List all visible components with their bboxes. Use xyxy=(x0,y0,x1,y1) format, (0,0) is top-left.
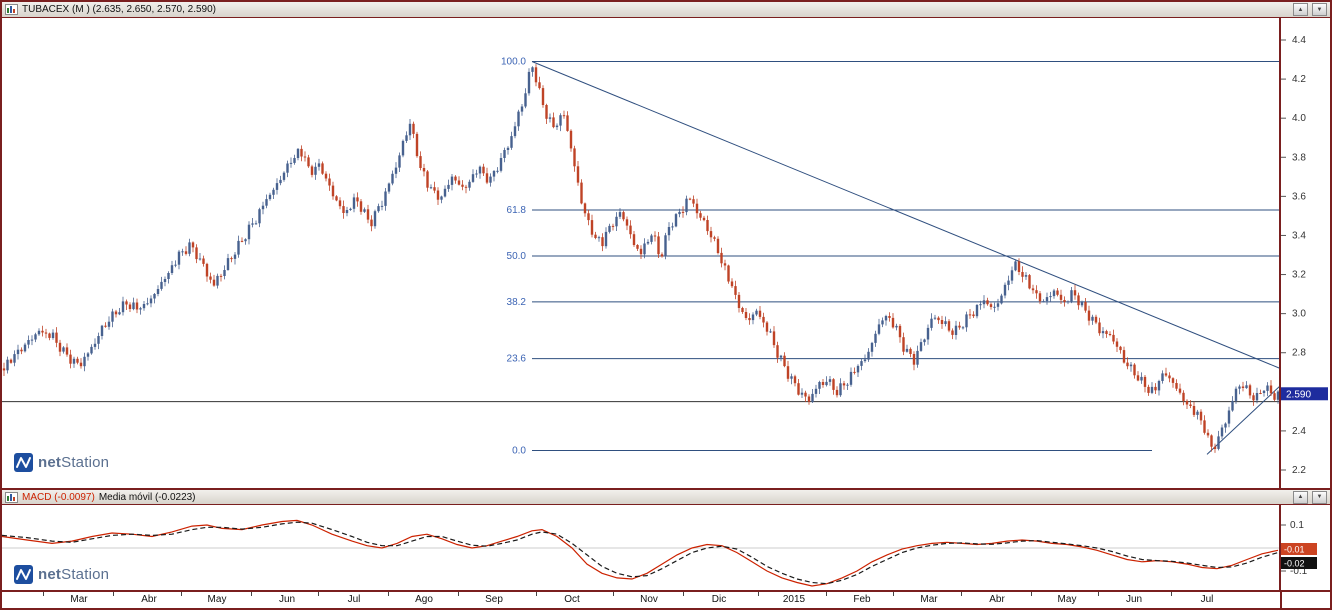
x-axis-tick xyxy=(1098,592,1099,596)
trendline xyxy=(531,61,1281,369)
x-axis-month-label: Abr xyxy=(141,594,157,605)
axis-separator xyxy=(1280,592,1282,608)
x-axis-month-label: Nov xyxy=(640,594,658,605)
x-axis-tick xyxy=(1031,592,1032,596)
macd-chart-area[interactable]: 0.10.0-0.1-0.01-0.02 netStation xyxy=(2,505,1330,590)
price-tick-label: 4.4 xyxy=(1292,35,1306,46)
price-tick-label: 3.8 xyxy=(1292,152,1306,163)
x-axis-tick xyxy=(113,592,114,596)
price-tick-label: 4.2 xyxy=(1292,74,1306,85)
panel-scroll-up-button[interactable]: ▲ xyxy=(1293,3,1308,16)
fib-level-label: 50.0 xyxy=(507,251,527,262)
price-tick-label: 3.4 xyxy=(1292,230,1306,241)
x-axis-month-label: Jul xyxy=(347,594,361,605)
x-axis-month-label: Oct xyxy=(564,594,580,605)
fib-level-label: 100.0 xyxy=(501,57,526,68)
x-axis-month-label: Abr xyxy=(989,594,1005,605)
media-movil-title: Media móvil (-0.0223) xyxy=(98,491,196,503)
x-axis-month-label: May xyxy=(207,594,227,605)
x-axis-tick xyxy=(1171,592,1172,596)
fib-level-label: 61.8 xyxy=(507,205,527,216)
x-axis-month-label: Mar xyxy=(920,594,938,605)
x-axis-tick xyxy=(758,592,759,596)
chart-icon xyxy=(5,491,18,503)
price-tick-label: 3.6 xyxy=(1292,191,1306,202)
fib-retracement: 100.0 61.8 50.0 38.2 23.6 0.0 xyxy=(501,57,1280,457)
price-chart[interactable]: 100.0 61.8 50.0 38.2 23.6 0.0 4.4 4.2 4.0 3.8 3.6 3… xyxy=(2,18,1330,488)
price-panel-title: TUBACEX (M ) (2.635, 2.650, 2.570, 2.590… xyxy=(22,4,216,15)
x-axis-month-label: Dic xyxy=(711,594,727,605)
macd-line xyxy=(2,519,1279,587)
price-tick-label: 3.2 xyxy=(1292,270,1306,281)
x-axis-month-label: May xyxy=(1057,594,1077,605)
x-axis-tick xyxy=(43,592,44,596)
macd-value-badge: -0.01 xyxy=(1281,543,1317,555)
x-axis-month-label: Jul xyxy=(1200,594,1214,605)
price-panel: TUBACEX (M ) (2.635, 2.650, 2.570, 2.590… xyxy=(2,2,1330,490)
price-tick-label: 2.2 xyxy=(1292,465,1306,476)
x-axis-month-label: Ago xyxy=(415,594,433,605)
x-axis-tick xyxy=(458,592,459,596)
x-axis-month-label: Feb xyxy=(853,594,871,605)
macd-panel-titlebar[interactable]: MACD (-0.0097) Media móvil (-0.0223) ▲ ▼ xyxy=(2,490,1330,505)
macd-value-badge: -0.02 xyxy=(1281,557,1317,569)
x-axis-tick xyxy=(181,592,182,596)
fib-level-label: 38.2 xyxy=(507,297,527,308)
price-tick-label: 2.8 xyxy=(1292,348,1306,359)
x-axis-tick xyxy=(893,592,894,596)
price-chart-area[interactable]: 100.0 61.8 50.0 38.2 23.6 0.0 4.4 4.2 4.0 3.8 3.6 3… xyxy=(2,18,1330,488)
last-price-badge: 2.590 xyxy=(1281,387,1328,401)
x-axis-month-label: Jun xyxy=(1125,594,1143,605)
x-axis-tick xyxy=(961,592,962,596)
macd-tick-label: 0.1 xyxy=(1290,520,1304,531)
chart-icon xyxy=(5,4,18,15)
panel-scroll-down-button[interactable]: ▼ xyxy=(1312,3,1327,16)
x-axis-month-label: 2015 xyxy=(782,594,806,605)
x-axis-tick xyxy=(536,592,537,596)
x-axis-tick xyxy=(318,592,319,596)
panel-scroll-down-button[interactable]: ▼ xyxy=(1312,490,1327,504)
price-panel-titlebar[interactable]: TUBACEX (M ) (2.635, 2.650, 2.570, 2.590… xyxy=(2,2,1330,18)
x-axis-tick xyxy=(613,592,614,596)
price-axis[interactable]: 4.44.24.03.83.63.43.23.02.82.62.42.2 xyxy=(1279,18,1306,488)
svg-text:-0.01: -0.01 xyxy=(1284,545,1305,555)
fib-level-label: 23.6 xyxy=(507,354,527,365)
x-axis-tick xyxy=(826,592,827,596)
svg-text:2.590: 2.590 xyxy=(1286,389,1311,400)
macd-title: MACD (-0.0097) xyxy=(22,491,95,503)
price-tick-label: 2.4 xyxy=(1292,426,1306,437)
macd-panel: MACD (-0.0097) Media móvil (-0.0223) ▲ ▼… xyxy=(2,490,1330,592)
fib-level-label: 0.0 xyxy=(512,446,526,457)
signal-line xyxy=(2,521,1279,585)
price-tick-label: 3.0 xyxy=(1292,309,1306,320)
price-tick-label: 4.0 xyxy=(1292,113,1306,124)
x-axis-month-label: Sep xyxy=(485,594,503,605)
x-axis-tick xyxy=(683,592,684,596)
svg-text:-0.02: -0.02 xyxy=(1284,559,1305,569)
time-axis[interactable]: Mar Abr May Jun Jul Ago Sep Oct Nov Dic 2015 Feb Mar… xyxy=(2,592,1330,608)
candlestick-series xyxy=(2,64,1280,453)
x-axis-month-label: Jun xyxy=(278,594,296,605)
macd-tick-label: -0.1 xyxy=(1290,566,1308,577)
x-axis-month-label: Mar xyxy=(70,594,88,605)
x-axis-tick xyxy=(251,592,252,596)
macd-chart[interactable]: 0.10.0-0.1-0.01-0.02 xyxy=(2,505,1330,590)
x-axis-tick xyxy=(388,592,389,596)
panel-scroll-up-button[interactable]: ▲ xyxy=(1293,490,1308,504)
